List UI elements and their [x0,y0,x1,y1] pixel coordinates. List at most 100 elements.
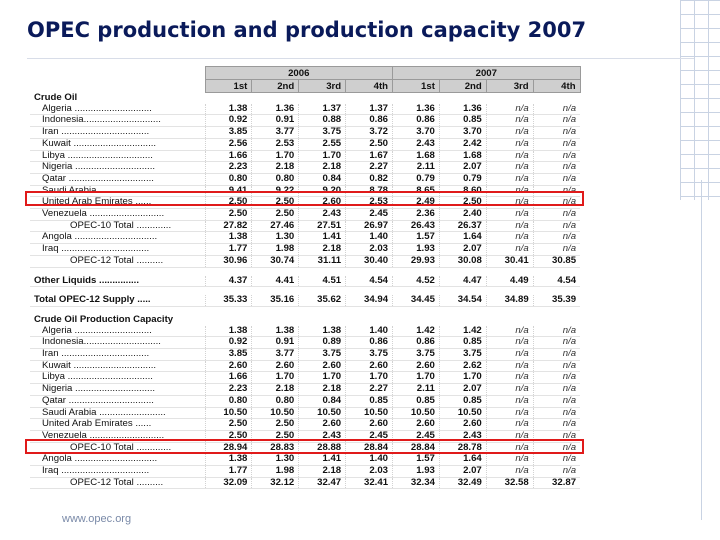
decorative-grid [680,0,720,200]
table-row: Qatar ................................ 0.… [30,395,581,408]
cell-value: n/a [532,231,581,245]
cell-value: 2.18 [298,383,346,396]
table-row: Nigeria .............................. 2.… [30,161,581,174]
cell-value: 1.64 [438,453,487,467]
cell-value: n/a [532,196,581,210]
cell-value: 34.89 [485,295,534,307]
cell-value: 10.50 [204,407,252,420]
quarter-header: 3rd [298,79,347,93]
section-heading: Crude Oil [34,92,78,103]
cell-value: 1.37 [298,103,346,116]
cell-value: 1.41 [298,231,346,245]
cell-value: n/a [532,161,581,174]
row-label: Angola ............................... [30,231,205,245]
table-row: Kuwait ............................... 2.… [30,138,581,151]
row-label: Iran ................................. [30,126,205,139]
cell-value: n/a [485,465,534,478]
row-label: Kuwait ............................... [30,138,205,151]
cell-value: 1.77 [204,465,252,478]
table-row: United Arab Emirates ...... 2.50 2.50 2.60 2… [30,196,581,210]
row-label: Qatar ................................ [30,395,205,408]
cell-value: 2.60 [204,360,252,373]
cell-value: 2.56 [204,138,252,151]
cell-value: n/a [485,208,534,221]
cell-value: n/a [485,220,534,233]
cell-value: 9.41 [204,185,252,198]
cell-value: 1.38 [204,103,252,116]
cell-value: 31.11 [298,255,346,268]
cell-value: 1.67 [345,150,393,163]
table-row: Other Liquids ............... 4.37 4.41 4.5… [30,275,581,288]
cell-value: n/a [485,126,534,139]
cell-value: 1.70 [438,371,487,385]
cell-value: 0.85 [438,336,487,350]
table-row: United Arab Emirates ...... 2.50 2.50 2.60 2… [30,418,581,431]
cell-value: 1.70 [345,371,393,385]
cell-value: 0.89 [298,336,346,350]
quarter-header: 2nd [251,79,300,93]
row-label: Angola ............................... [30,453,205,467]
cell-value: 2.60 [392,360,440,373]
cell-value: 4.41 [251,275,299,288]
cell-value: 3.85 [204,126,252,139]
cell-value: n/a [532,114,581,128]
cell-value: n/a [485,161,534,174]
row-label: Venezuela ............................ [30,208,205,221]
row-label: United Arab Emirates ...... [30,418,205,431]
row-label: Libya ................................ [30,150,205,163]
cell-value: 2.23 [204,161,252,174]
table-row: Saudi Arabia ......................... 9.… [30,185,581,198]
cell-value: 2.42 [438,138,487,151]
cell-value: 3.77 [251,126,299,139]
cell-value: 0.86 [345,336,393,350]
cell-value: 0.92 [204,336,252,350]
cell-value: 30.74 [251,255,299,268]
row-label: Saudi Arabia ......................... [30,407,205,420]
cell-value: 32.09 [204,477,252,490]
cell-value: 2.43 [298,208,346,221]
cell-value: 0.91 [251,336,299,350]
cell-value: 1.37 [345,103,393,116]
row-label: Libya ................................ [30,371,205,385]
row-label: Algeria ............................. [30,103,205,116]
cell-value: 1.42 [392,325,440,338]
cell-value: 3.77 [251,348,299,361]
cell-value: n/a [485,185,534,198]
section-heading-row: Crude Oil [30,93,580,104]
cell-value: 28.84 [392,442,440,455]
cell-value: 1.40 [345,453,393,467]
cell-value: 32.58 [485,477,534,490]
cell-value: 4.54 [345,275,393,288]
cell-value: 2.23 [204,383,252,396]
cell-value: 1.70 [298,371,346,385]
cell-value: 3.70 [438,126,487,139]
cell-value: 3.72 [345,126,393,139]
cell-value: n/a [485,348,534,361]
cell-value: n/a [485,336,534,350]
cell-value: 2.60 [438,418,487,431]
cell-value: 35.39 [532,295,581,307]
cell-value: 1.30 [251,231,299,245]
cell-value: 0.91 [251,114,299,128]
cell-value: 2.50 [204,418,252,431]
cell-value: 8.65 [392,185,440,198]
cell-value: n/a [532,103,581,116]
cell-value: n/a [532,442,581,455]
footer-url: www.opec.org [62,513,132,525]
cell-value: n/a [532,383,581,396]
cell-value: 28.88 [298,442,346,455]
cell-value: 32.34 [392,477,440,490]
table-row: Iran ................................. 3.… [30,126,581,139]
cell-value: 2.53 [345,196,393,210]
cell-value: n/a [532,395,581,408]
cell-value: 1.40 [345,231,393,245]
cell-value: 1.40 [345,325,393,338]
cell-value: n/a [532,150,581,163]
cell-value: 2.50 [204,208,252,221]
cell-value: n/a [532,138,581,151]
cell-value: 29.93 [392,255,440,268]
cell-value: 0.86 [345,114,393,128]
cell-value: 4.52 [392,275,440,288]
cell-value: n/a [485,103,534,116]
cell-value: n/a [485,418,534,431]
